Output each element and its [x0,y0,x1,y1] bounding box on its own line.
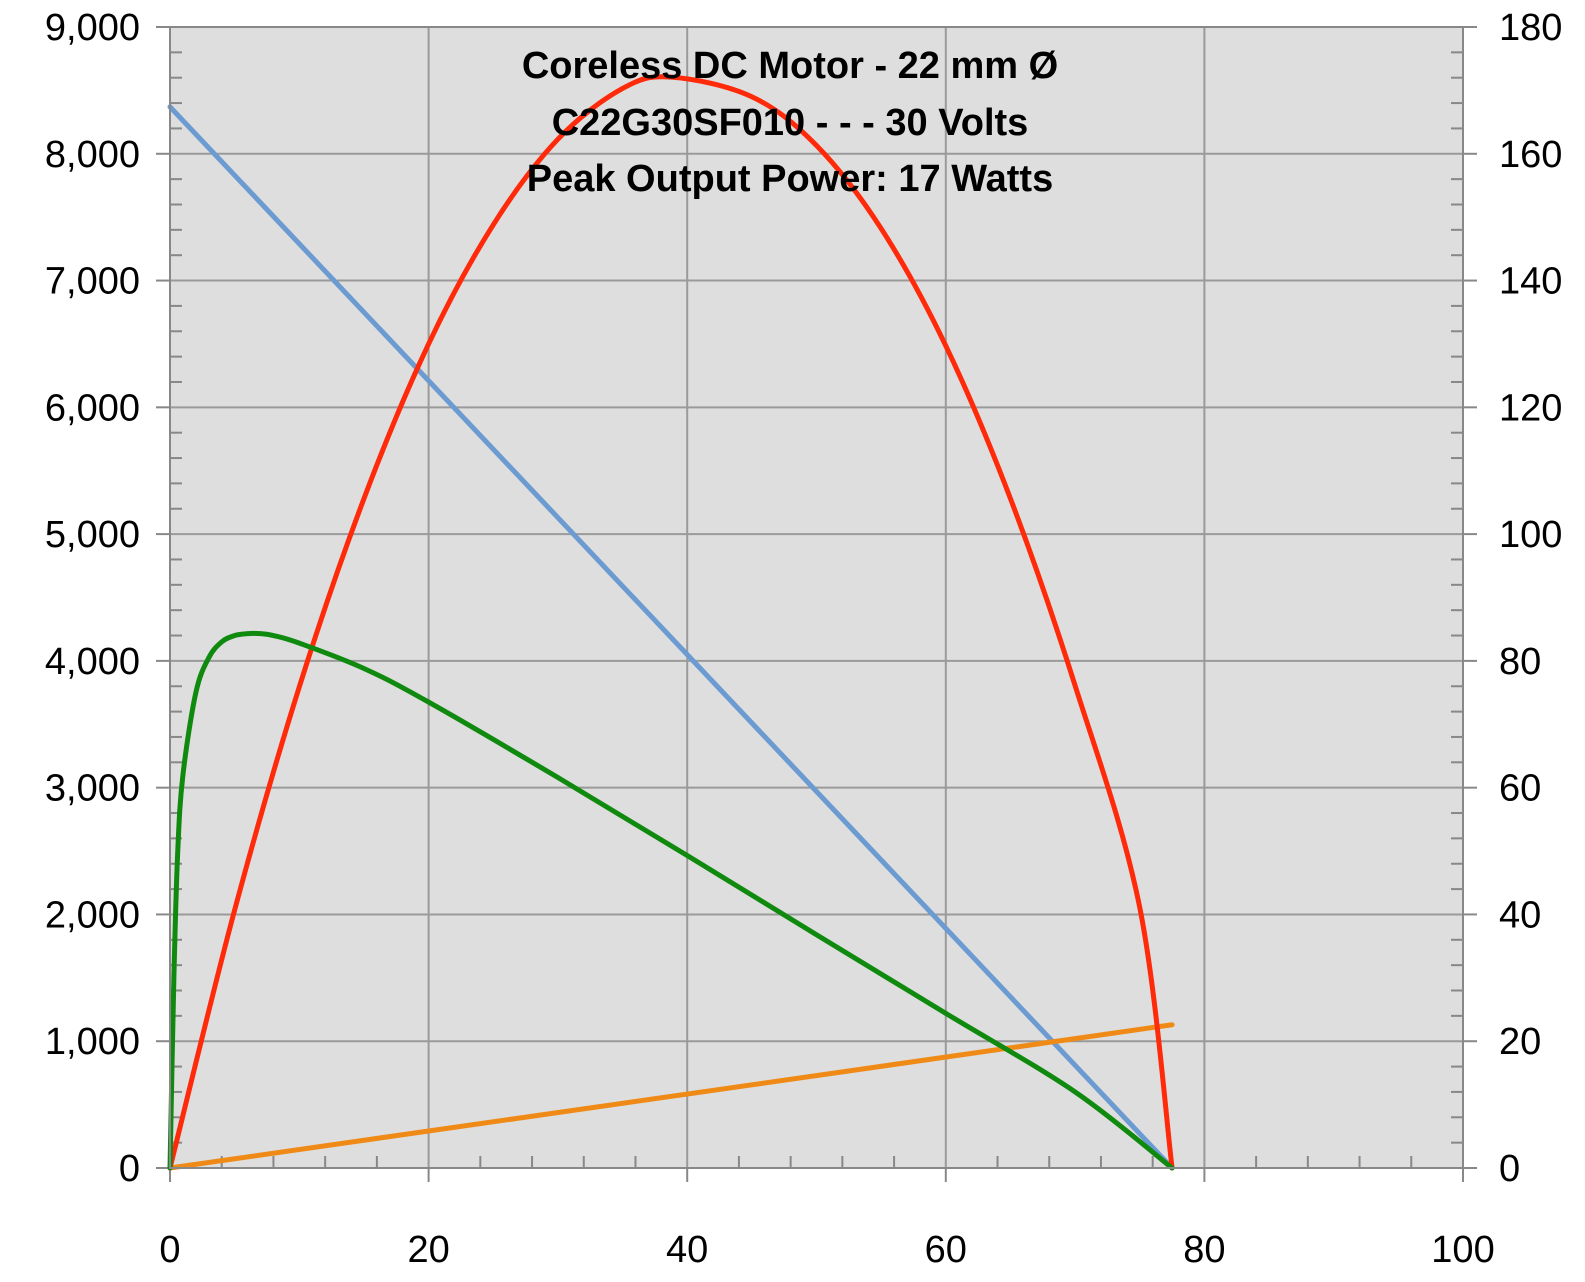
x-tick-label: 60 [925,1229,967,1271]
plot-area [170,27,1463,1168]
y-tick-label: 0 [119,1148,140,1190]
y2-tick-label: 0 [1499,1148,1520,1190]
y2-tick-label: 120 [1499,387,1562,429]
x-tick-label: 100 [1431,1229,1494,1271]
y2-tick-label: 60 [1499,768,1541,810]
y-tick-label: 8,000 [45,134,140,176]
y-tick-label: 5,000 [45,514,140,556]
y2-tick-label: 100 [1499,514,1562,556]
efficiency-curve [167,630,1175,1171]
plot-border [169,26,1464,1169]
y-tick-label: 6,000 [45,387,140,429]
x-tick-label: 40 [666,1229,708,1271]
x-tick-label: 80 [1183,1229,1225,1271]
y-tick-label: 7,000 [45,261,140,303]
y-tick-label: 2,000 [45,894,140,936]
y2-tick-label: 20 [1499,1021,1541,1063]
series-lines [167,74,1175,1171]
y2-tick-label: 140 [1499,261,1562,303]
y2-tick-label: 80 [1499,641,1541,683]
y-tick-label: 1,000 [45,1021,140,1063]
y-tick-label: 9,000 [45,7,140,49]
chart-title: Coreless DC Motor - 22 mm Ø C22G30SF010 … [522,45,1058,200]
x-tick-label: 0 [159,1229,180,1271]
x-tick-label: 20 [407,1229,449,1271]
y-tick-label: 4,000 [45,641,140,683]
title-line-1: Coreless DC Motor - 22 mm Ø [522,45,1058,87]
title-line-2: C22G30SF010 - - - 30 Volts [552,102,1029,144]
axis-tick-labels: 0 20 40 60 80 10001,0002,0003,0004,0005,0006,… [45,7,1563,1271]
y-tick-label: 3,000 [45,768,140,810]
minor-tick-marks [156,26,1477,1182]
output-power-curve [167,74,1175,1171]
speed-line [167,104,1175,1171]
title-line-3: Peak Output Power: 17 Watts [527,158,1053,200]
y2-tick-label: 160 [1499,134,1562,176]
y2-tick-label: 40 [1499,894,1541,936]
y2-tick-label: 180 [1499,7,1562,49]
grid-lines [170,27,1463,1168]
